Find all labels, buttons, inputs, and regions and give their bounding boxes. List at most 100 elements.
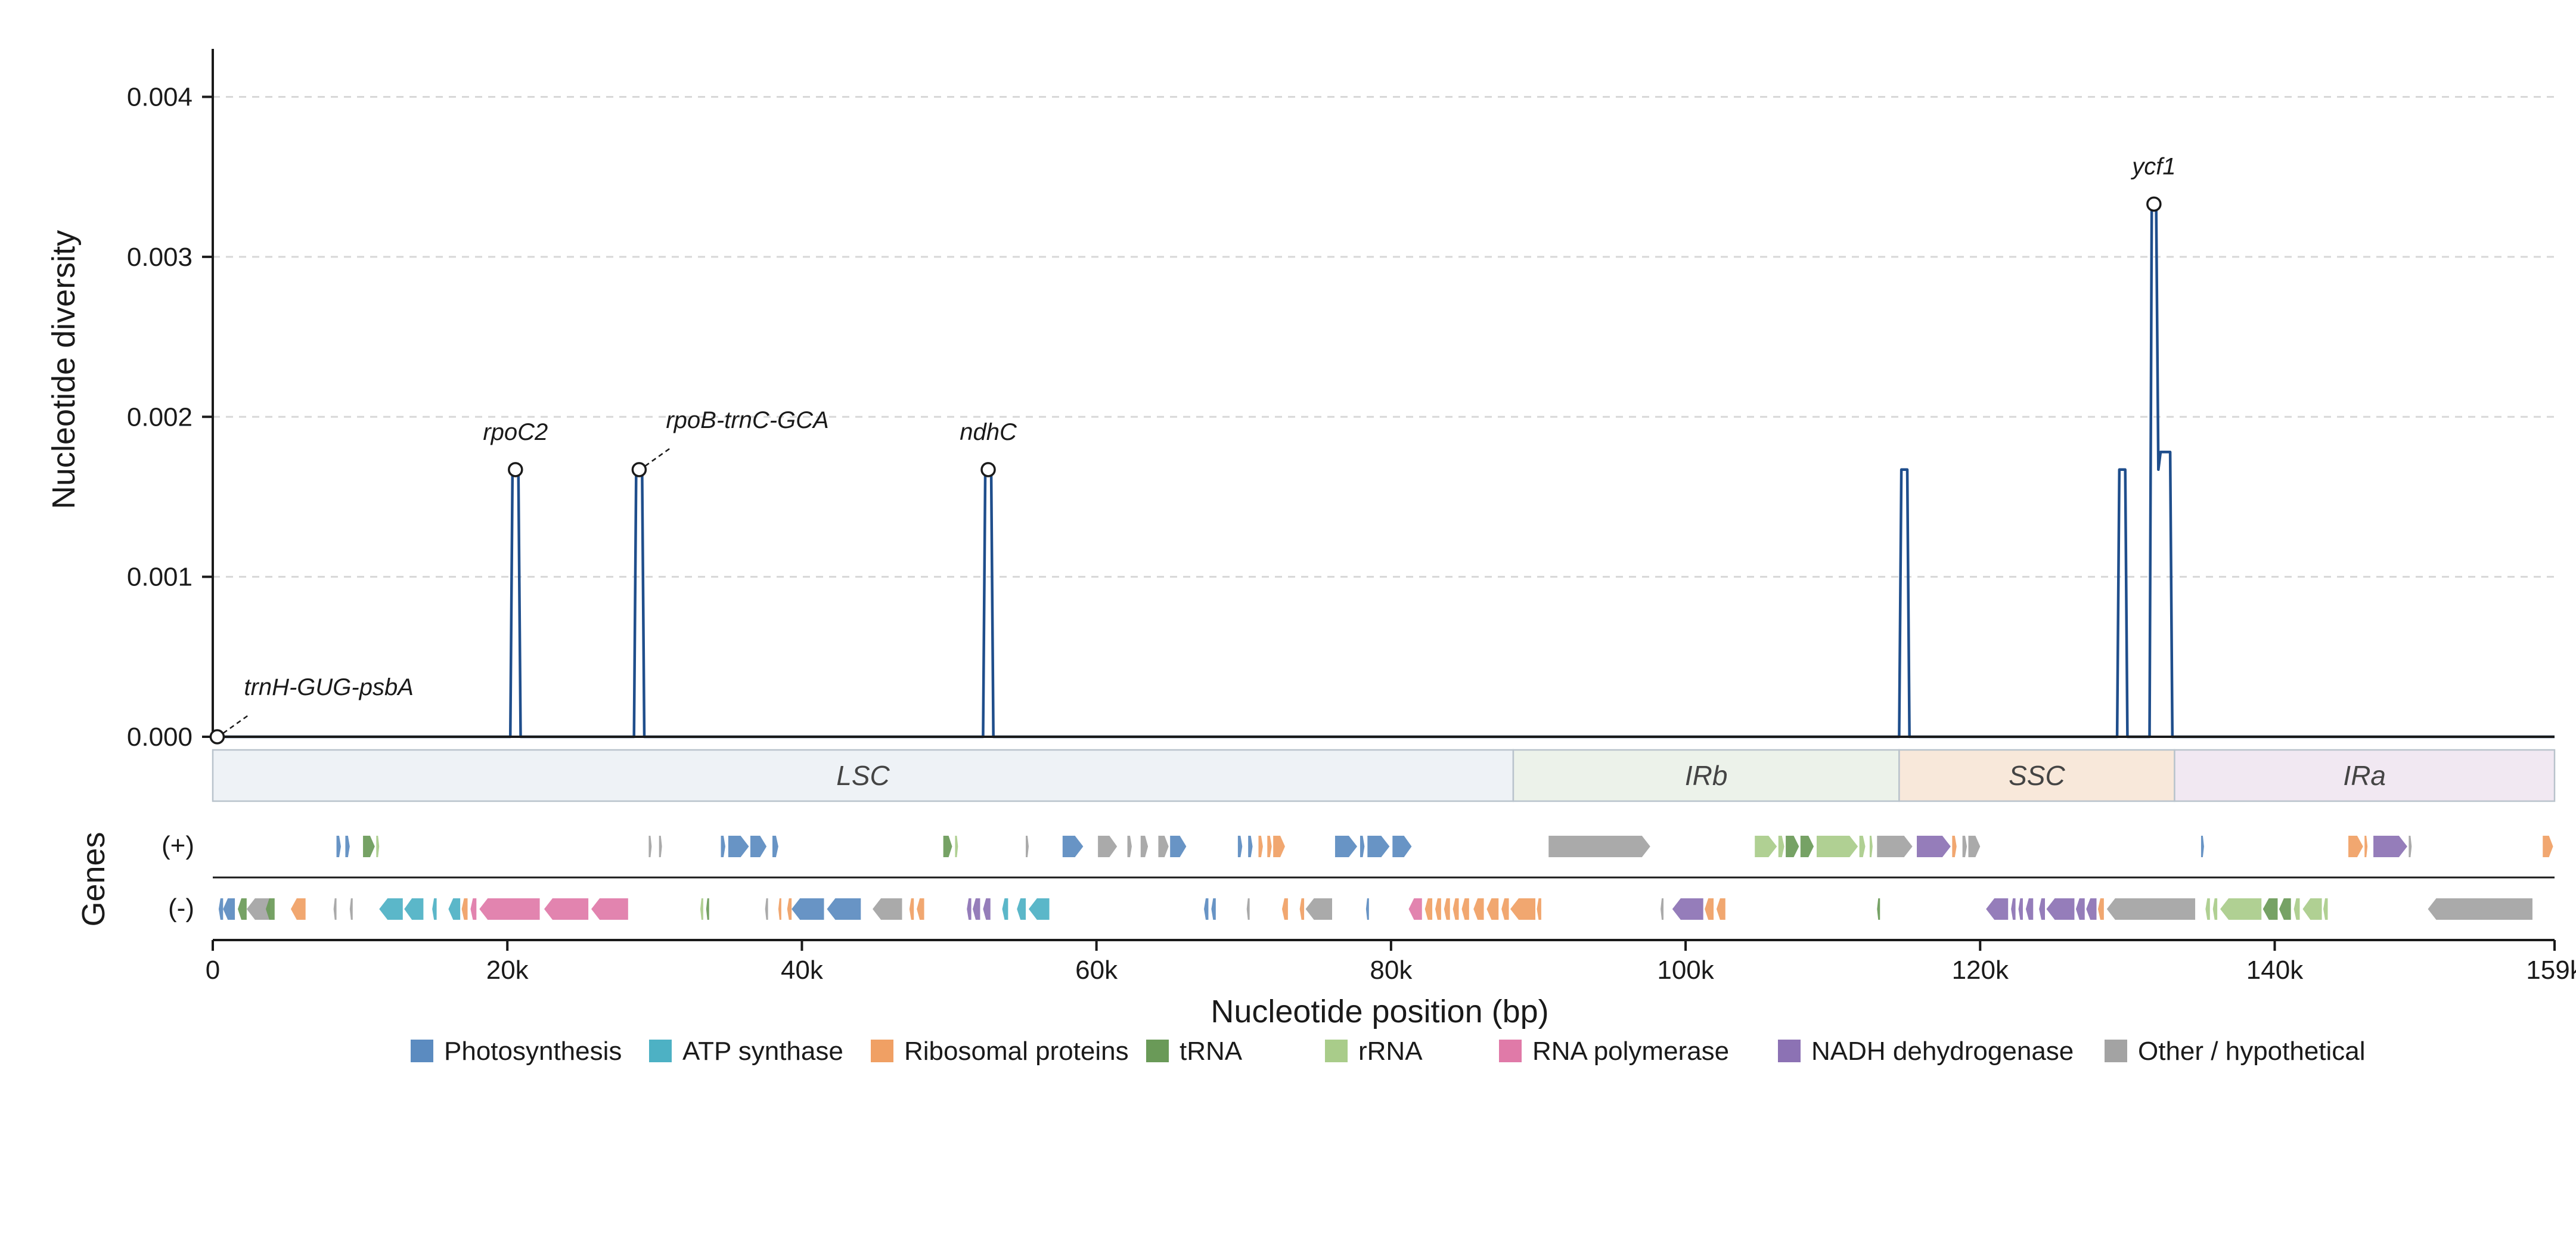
gene-minus <box>448 898 461 920</box>
x-tick-label: 60k <box>1075 956 1118 985</box>
peak-annotation: ndhC <box>960 419 1017 445</box>
peak-marker <box>631 462 647 477</box>
gene-plus <box>659 836 662 857</box>
legend-swatch <box>649 1040 672 1062</box>
gene-minus <box>2220 898 2262 920</box>
gene-minus <box>1444 898 1450 920</box>
gene-minus <box>2293 898 2300 920</box>
region-block <box>1512 749 1900 802</box>
gene-minus <box>238 898 247 920</box>
gene-minus <box>1435 898 1441 920</box>
gene-plus <box>1273 836 1285 857</box>
y-tick-label: 0.000 <box>127 722 193 752</box>
gene-minus <box>479 898 540 920</box>
gene-minus <box>2075 898 2085 920</box>
series-layer <box>213 203 2555 739</box>
gene-minus <box>290 898 306 920</box>
peak-marker <box>2146 196 2162 212</box>
gene-plus <box>728 836 749 857</box>
gene-minus <box>983 898 991 920</box>
gene-minus <box>1877 898 1880 920</box>
gene-plus <box>1816 836 1858 857</box>
x-axis-title: Nucleotide position (bp) <box>1211 994 1548 1029</box>
gene-track <box>213 836 2555 920</box>
gene-plus <box>1800 836 1814 857</box>
gene-minus <box>765 898 768 920</box>
peak-annotation: rpoB-trnC-GCA <box>666 407 828 433</box>
gene-minus <box>2262 898 2278 920</box>
gene-plus <box>648 836 652 857</box>
legend-swatch <box>1146 1040 1169 1062</box>
gene-minus <box>778 898 781 920</box>
gene-minus <box>1365 898 1369 920</box>
gene-track-title: Genes <box>76 832 111 926</box>
gene-plus <box>2364 836 2368 857</box>
gene-minus <box>218 898 224 920</box>
gene-minus <box>1408 898 1422 920</box>
gene-minus <box>2323 898 2328 920</box>
gene-plus <box>1755 836 1777 857</box>
gene-plus <box>772 836 778 857</box>
gene-plus <box>750 836 767 857</box>
y-tick-label: 0.002 <box>127 402 193 432</box>
gene-minus <box>432 898 437 920</box>
gene-plus <box>943 836 952 857</box>
gene-minus <box>706 898 709 920</box>
gene-minus <box>2046 898 2075 920</box>
gene-minus <box>792 898 824 920</box>
gene-plus <box>1360 836 1365 857</box>
gene-minus <box>2086 898 2097 920</box>
gene-minus <box>973 898 980 920</box>
legend-label: Ribosomal proteins <box>904 1037 1129 1066</box>
gene-plus <box>1170 836 1187 857</box>
gene-minus <box>1486 898 1499 920</box>
legend: Photosynthesis ATP synthase Ribosomal prot… <box>411 1037 2366 1066</box>
annotation-leader <box>222 713 251 734</box>
gene-plus <box>721 836 725 857</box>
y-axis-title: Nucleotide diversity <box>46 230 82 509</box>
gene-minus <box>1461 898 1469 920</box>
gene-minus <box>591 898 628 920</box>
gene-plus <box>1869 836 1873 857</box>
gene-minus <box>1473 898 1484 920</box>
legend-swatch <box>1499 1040 1522 1062</box>
gene-minus <box>1246 898 1250 920</box>
x-tick-label: 140k <box>2246 956 2304 985</box>
gene-minus <box>1501 898 1509 920</box>
x-tick-label: 20k <box>486 956 529 985</box>
annotation-leader <box>644 446 673 467</box>
gene-minus <box>909 898 914 920</box>
y-tick-label: 0.003 <box>127 243 193 272</box>
gene-minus <box>787 898 792 920</box>
gene-plus <box>1917 836 1951 857</box>
y-tick-label: 0.001 <box>127 563 193 592</box>
y-tick-label: 0.004 <box>127 83 193 112</box>
gene-minus <box>1424 898 1433 920</box>
gene-minus <box>2279 898 2291 920</box>
gene-minus <box>700 898 703 920</box>
region-label: IRa <box>2343 760 2386 791</box>
gene-plus <box>2409 836 2412 857</box>
gene-minus <box>1002 898 1008 920</box>
gene-plus <box>1392 836 1412 857</box>
peak-annotation: rpoC2 <box>483 419 548 445</box>
gene-minus <box>1705 898 1714 920</box>
peak-marker <box>508 462 523 477</box>
legend-swatch <box>411 1040 433 1062</box>
gene-minus <box>265 898 275 920</box>
gene-minus <box>1661 898 1664 920</box>
gene-minus <box>404 898 424 920</box>
region-block <box>1898 749 2175 802</box>
x-axis: 0 20k 40k 60k 80k 100k 120k 140k 159k <box>206 939 2576 985</box>
gene-minus <box>2302 898 2322 920</box>
gene-minus <box>1281 898 1288 920</box>
strand-label-minus: (-) <box>168 894 194 923</box>
legend-label: NADH dehydrogenase <box>1811 1037 2074 1066</box>
gene-minus <box>917 898 924 920</box>
legend-label: Other / hypothetical <box>2138 1037 2366 1066</box>
gene-plus <box>1237 836 1243 857</box>
gene-minus <box>223 898 235 920</box>
legend-label: rRNA <box>1358 1037 1423 1066</box>
gene-minus <box>2212 898 2218 920</box>
